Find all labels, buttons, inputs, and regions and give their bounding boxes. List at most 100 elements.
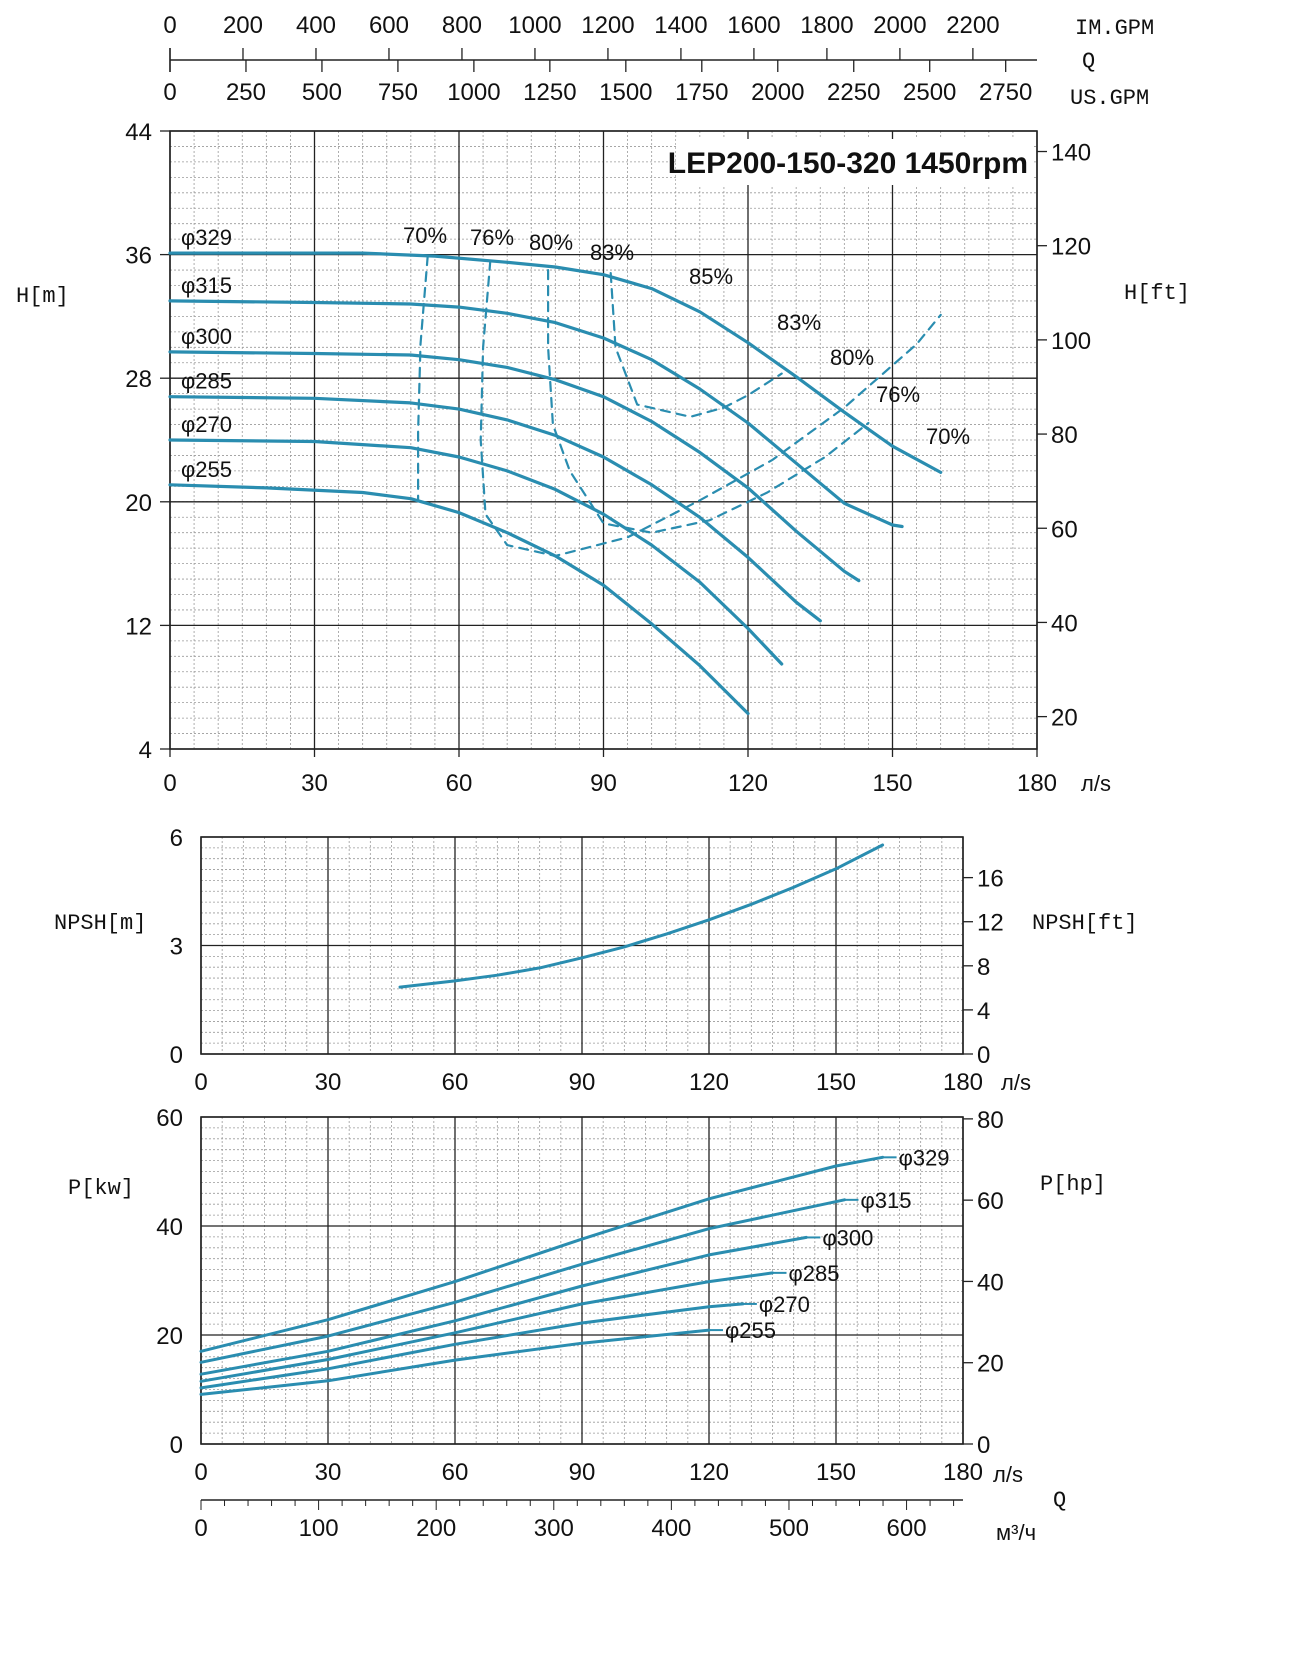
m3h-tick-label: 200: [416, 1515, 456, 1542]
power-y-tick-label: 20: [156, 1323, 183, 1350]
npsh-y2-tick-label: 8: [977, 954, 990, 981]
npsh-y2-tick-label: 4: [977, 998, 990, 1025]
head-curve-label: φ285: [181, 369, 232, 394]
h-y-tick-label: 4: [139, 737, 152, 764]
head-curve-label: φ300: [181, 324, 232, 349]
im-gpm-tick-label: 800: [442, 12, 482, 39]
h-y2-tick-label: 80: [1051, 422, 1078, 449]
power-curve: [199, 1328, 711, 1396]
efficiency-curve: [417, 255, 429, 502]
m3h-tick-label: 600: [887, 1515, 927, 1542]
h-y2-label: H[ft]: [1124, 281, 1190, 306]
im-gpm-tick-label: 2200: [946, 12, 999, 39]
npsh-x-tick-label: 120: [689, 1069, 729, 1096]
power-curve-label: φ255: [725, 1318, 776, 1343]
im-gpm-tick-label: 400: [296, 12, 336, 39]
efficiency-label: 85%: [689, 264, 733, 289]
power-curve-label: φ285: [789, 1261, 840, 1286]
power-curve: [199, 1302, 745, 1390]
head-curve: [168, 483, 750, 716]
us-gpm-tick-label: 1750: [675, 79, 728, 106]
head-curve-label: φ270: [181, 412, 232, 437]
head-curve: [168, 395, 822, 623]
q-unit-bottom: Q: [1053, 1488, 1066, 1513]
h-y2-tick-label: 120: [1051, 234, 1091, 261]
npsh-y2-tick-label: 12: [977, 910, 1004, 937]
power-x-tick-label: 60: [442, 1459, 469, 1486]
npsh-y2-tick-label: 0: [977, 1042, 990, 1069]
us-gpm-tick-label: 1000: [447, 79, 500, 106]
us-gpm-tick-label: 2750: [979, 79, 1032, 106]
npsh-x-unit: л/s: [1001, 1070, 1031, 1095]
h-y2-tick-label: 40: [1051, 610, 1078, 637]
im-gpm-tick-label: 1800: [800, 12, 853, 39]
m3h-tick-label: 500: [769, 1515, 809, 1542]
power-y2-tick-label: 80: [977, 1107, 1004, 1134]
us-gpm-tick-label: 250: [226, 79, 266, 106]
us-gpm-tick-label: 1250: [523, 79, 576, 106]
npsh-y-tick-label: 0: [170, 1042, 183, 1069]
us-gpm-tick-label: 2250: [827, 79, 880, 106]
im-gpm-tick-label: 1400: [654, 12, 707, 39]
im-gpm-tick-label: 2000: [873, 12, 926, 39]
m3h-tick-label: 300: [534, 1515, 574, 1542]
chart-title: LEP200-150-320 1450rpm: [668, 147, 1028, 180]
power-curve: [199, 1155, 885, 1353]
h-y2-tick-label: 20: [1051, 705, 1078, 732]
power-x-tick-label: 150: [816, 1459, 856, 1486]
efficiency-label: 80%: [529, 230, 573, 255]
head-curve-label: φ315: [181, 273, 232, 298]
power-y2-tick-label: 60: [977, 1188, 1004, 1215]
h-y2-tick-label: 60: [1051, 516, 1078, 543]
head-curve-label: φ329: [181, 225, 232, 250]
power-curve-label: φ300: [822, 1225, 873, 1250]
npsh-x-tick-label: 180: [943, 1069, 983, 1096]
head-curve: [168, 251, 943, 474]
m3h-tick-label: 400: [651, 1515, 691, 1542]
im-gpm-tick-label: 600: [369, 12, 409, 39]
power-y2-tick-label: 20: [977, 1351, 1004, 1378]
us-gpm-tick-label: 0: [163, 79, 176, 106]
efficiency-label: 76%: [470, 225, 514, 250]
power-y2-tick-label: 40: [977, 1269, 1004, 1296]
power-x-tick-label: 90: [569, 1459, 596, 1486]
h-x-tick-label: 120: [728, 770, 768, 797]
npsh-y2-tick-label: 16: [977, 866, 1004, 893]
efficiency-label: 83%: [590, 240, 634, 265]
power-x-unit: л/s: [993, 1462, 1023, 1487]
efficiency-label: 83%: [777, 310, 821, 335]
power-y2-tick-label: 0: [977, 1432, 990, 1459]
head-curve: [168, 299, 904, 529]
us-gpm-tick-label: 500: [302, 79, 342, 106]
power-curve-label: φ315: [860, 1188, 911, 1213]
npsh-y-tick-label: 3: [170, 934, 183, 961]
m3h-tick-label: 100: [299, 1515, 339, 1542]
efficiency-label: 70%: [926, 424, 970, 449]
h-y-tick-label: 36: [125, 243, 152, 270]
npsh-y-label: NPSH[m]: [54, 911, 146, 936]
m3h-tick-label: 0: [194, 1515, 207, 1542]
q-unit-top: Q: [1082, 49, 1095, 74]
npsh-y2-label: NPSH[ft]: [1032, 911, 1138, 936]
h-y-tick-label: 28: [125, 366, 152, 393]
us-gpm-tick-label: 750: [378, 79, 418, 106]
npsh-curve: [398, 843, 885, 989]
power-curve: [199, 1271, 774, 1383]
npsh-y-tick-label: 6: [170, 825, 183, 852]
h-y-tick-label: 12: [125, 613, 152, 640]
h-x-unit: л/s: [1081, 771, 1111, 796]
npsh-x-tick-label: 30: [315, 1069, 342, 1096]
power-curve-label: φ270: [759, 1292, 810, 1317]
im-gpm-unit: IM.GPM: [1075, 16, 1154, 41]
im-gpm-tick-label: 0: [163, 12, 176, 39]
efficiency-curve: [479, 259, 942, 557]
power-y-tick-label: 40: [156, 1214, 183, 1241]
h-y2-tick-label: 100: [1051, 328, 1091, 355]
power-x-tick-label: 180: [943, 1459, 983, 1486]
im-gpm-tick-label: 1600: [727, 12, 780, 39]
power-curve-label: φ329: [899, 1145, 950, 1170]
h-x-tick-label: 150: [872, 770, 912, 797]
efficiency-label: 76%: [876, 382, 920, 407]
power-curve: [199, 1198, 846, 1364]
im-gpm-tick-label: 200: [223, 12, 263, 39]
